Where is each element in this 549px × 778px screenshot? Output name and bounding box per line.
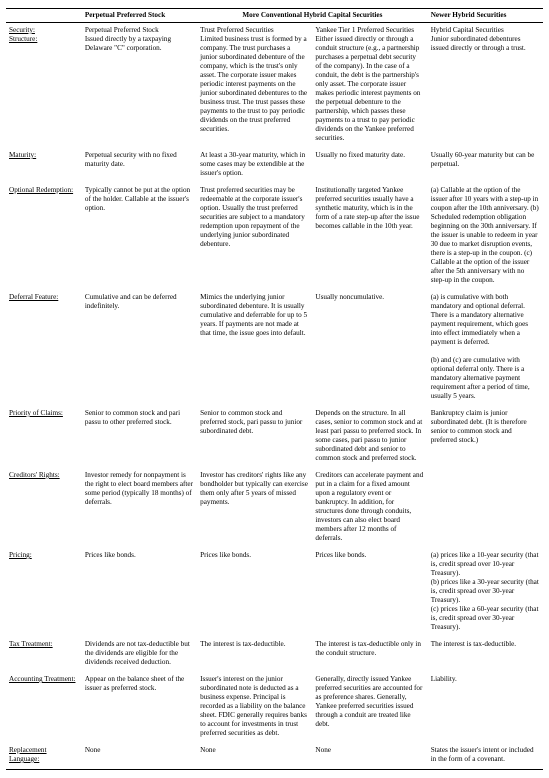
header-col-4: Newer Hybrid Securities: [428, 9, 543, 23]
cell: None: [197, 743, 312, 770]
cell: The interest is tax‑deductible only in t…: [312, 637, 427, 672]
cell: Typically cannot be put at the option of…: [82, 183, 197, 290]
cell: Yankee Tier 1 Preferred SecuritiesEither…: [312, 23, 427, 149]
cell: Prices like bonds.: [312, 548, 427, 637]
cell: None: [312, 743, 427, 770]
cell: Usually 60-year maturity but can be perp…: [428, 148, 543, 183]
cell: States the issuer's intent or included i…: [428, 743, 543, 770]
row-label: Accounting Treatment:: [6, 672, 82, 743]
cell: (a) Callable at the option of the issuer…: [428, 183, 543, 290]
row-maturity: Maturity: Perpetual security with no fix…: [6, 148, 543, 183]
label-text: Creditors' Rights:: [9, 471, 60, 479]
cell: Perpetual Preferred StockIssued directly…: [82, 23, 197, 149]
label-text: Optional Redemption:: [9, 186, 73, 194]
row-label: Replacement Language:: [6, 743, 82, 770]
cell: (a) prices like a 10-year security (that…: [428, 548, 543, 637]
row-accounting: Accounting Treatment: Appear on the bala…: [6, 672, 543, 743]
label-text: Priority of Claims:: [9, 409, 63, 417]
label-text: Deferral Feature:: [9, 293, 58, 301]
row-priority: Priority of Claims: Senior to common sto…: [6, 406, 543, 468]
row-label: Priority of Claims:: [6, 406, 82, 468]
cell: At least a 30-year maturity, which in so…: [197, 148, 312, 183]
cell: Creditors can accelerate payment and put…: [312, 468, 427, 548]
cell: Perpetual security with no fixed maturit…: [82, 148, 197, 183]
cell: Senior to common stock and preferred sto…: [197, 406, 312, 468]
label-text: Maturity:: [9, 151, 36, 159]
header-col-1: Perpetual Preferred Stock: [82, 9, 197, 23]
cell: Dividends are not tax‑deductible but the…: [82, 637, 197, 672]
row-label: Deferral Feature:: [6, 290, 82, 406]
cell: Investor has creditors' rights like any …: [197, 468, 312, 548]
cell: Prices like bonds.: [82, 548, 197, 637]
label-security: Security:: [9, 26, 35, 34]
row-pricing: Pricing: Prices like bonds. Prices like …: [6, 548, 543, 637]
cell: Trust Preferred SecuritiesLimited busine…: [197, 23, 312, 149]
cell: Investor remedy for nonpayment is the ri…: [82, 468, 197, 548]
cell: Prices like bonds.: [197, 548, 312, 637]
cell: Issuer's interest on the junior subordin…: [197, 672, 312, 743]
label-text: Tax Treatment:: [9, 640, 53, 648]
row-tax: Tax Treatment: Dividends are not tax‑ded…: [6, 637, 543, 672]
label-text: Accounting Treatment:: [9, 675, 75, 683]
row-creditors: Creditors' Rights: Investor remedy for n…: [6, 468, 543, 548]
cell: Usually no fixed maturity date.: [312, 148, 427, 183]
cell: Usually noncumulative.: [312, 290, 427, 406]
row-label: Tax Treatment:: [6, 637, 82, 672]
cell: [428, 468, 543, 548]
cell: Bankruptcy claim is junior subordinated …: [428, 406, 543, 468]
cell: Generally, directly issued Yankee prefer…: [312, 672, 427, 743]
row-label: Creditors' Rights:: [6, 468, 82, 548]
header-row: Perpetual Preferred Stock More Conventio…: [6, 9, 543, 23]
cell: Hybrid Capital SecuritiesJunior subordin…: [428, 23, 543, 149]
cell: The interest is tax‑deductible.: [428, 637, 543, 672]
row-structure: Security: Structure: Perpetual Preferred…: [6, 23, 543, 149]
cell: Mimics the underlying junior subordinate…: [197, 290, 312, 406]
cell: The interest is tax‑deductible.: [197, 637, 312, 672]
label-text: Replacement Language:: [9, 746, 47, 763]
row-label: Security: Structure:: [6, 23, 82, 149]
row-deferral: Deferral Feature: Cumulative and can be …: [6, 290, 543, 406]
cell: Senior to common stock and pari passu to…: [82, 406, 197, 468]
cell: Trust preferred securities may be redeem…: [197, 183, 312, 290]
cell: Institutionally targeted Yankee preferre…: [312, 183, 427, 290]
row-label: Maturity:: [6, 148, 82, 183]
cell: (a) is cumulative with both mandatory an…: [428, 290, 543, 406]
row-label: Optional Redemption:: [6, 183, 82, 290]
row-replacement: Replacement Language: None None None Sta…: [6, 743, 543, 770]
cell: Liability.: [428, 672, 543, 743]
cell: None: [82, 743, 197, 770]
header-group: More Conventional Hybrid Capital Securit…: [197, 9, 428, 23]
label-text: Pricing:: [9, 551, 32, 559]
cell: Cumulative and can be deferred indefinit…: [82, 290, 197, 406]
header-blank: [6, 9, 82, 23]
row-redemption: Optional Redemption: Typically cannot be…: [6, 183, 543, 290]
row-label: Pricing:: [6, 548, 82, 637]
label-structure: Structure:: [9, 35, 37, 43]
cell: Depends on the structure. In all cases, …: [312, 406, 427, 468]
cell: Appear on the balance sheet of the issue…: [82, 672, 197, 743]
